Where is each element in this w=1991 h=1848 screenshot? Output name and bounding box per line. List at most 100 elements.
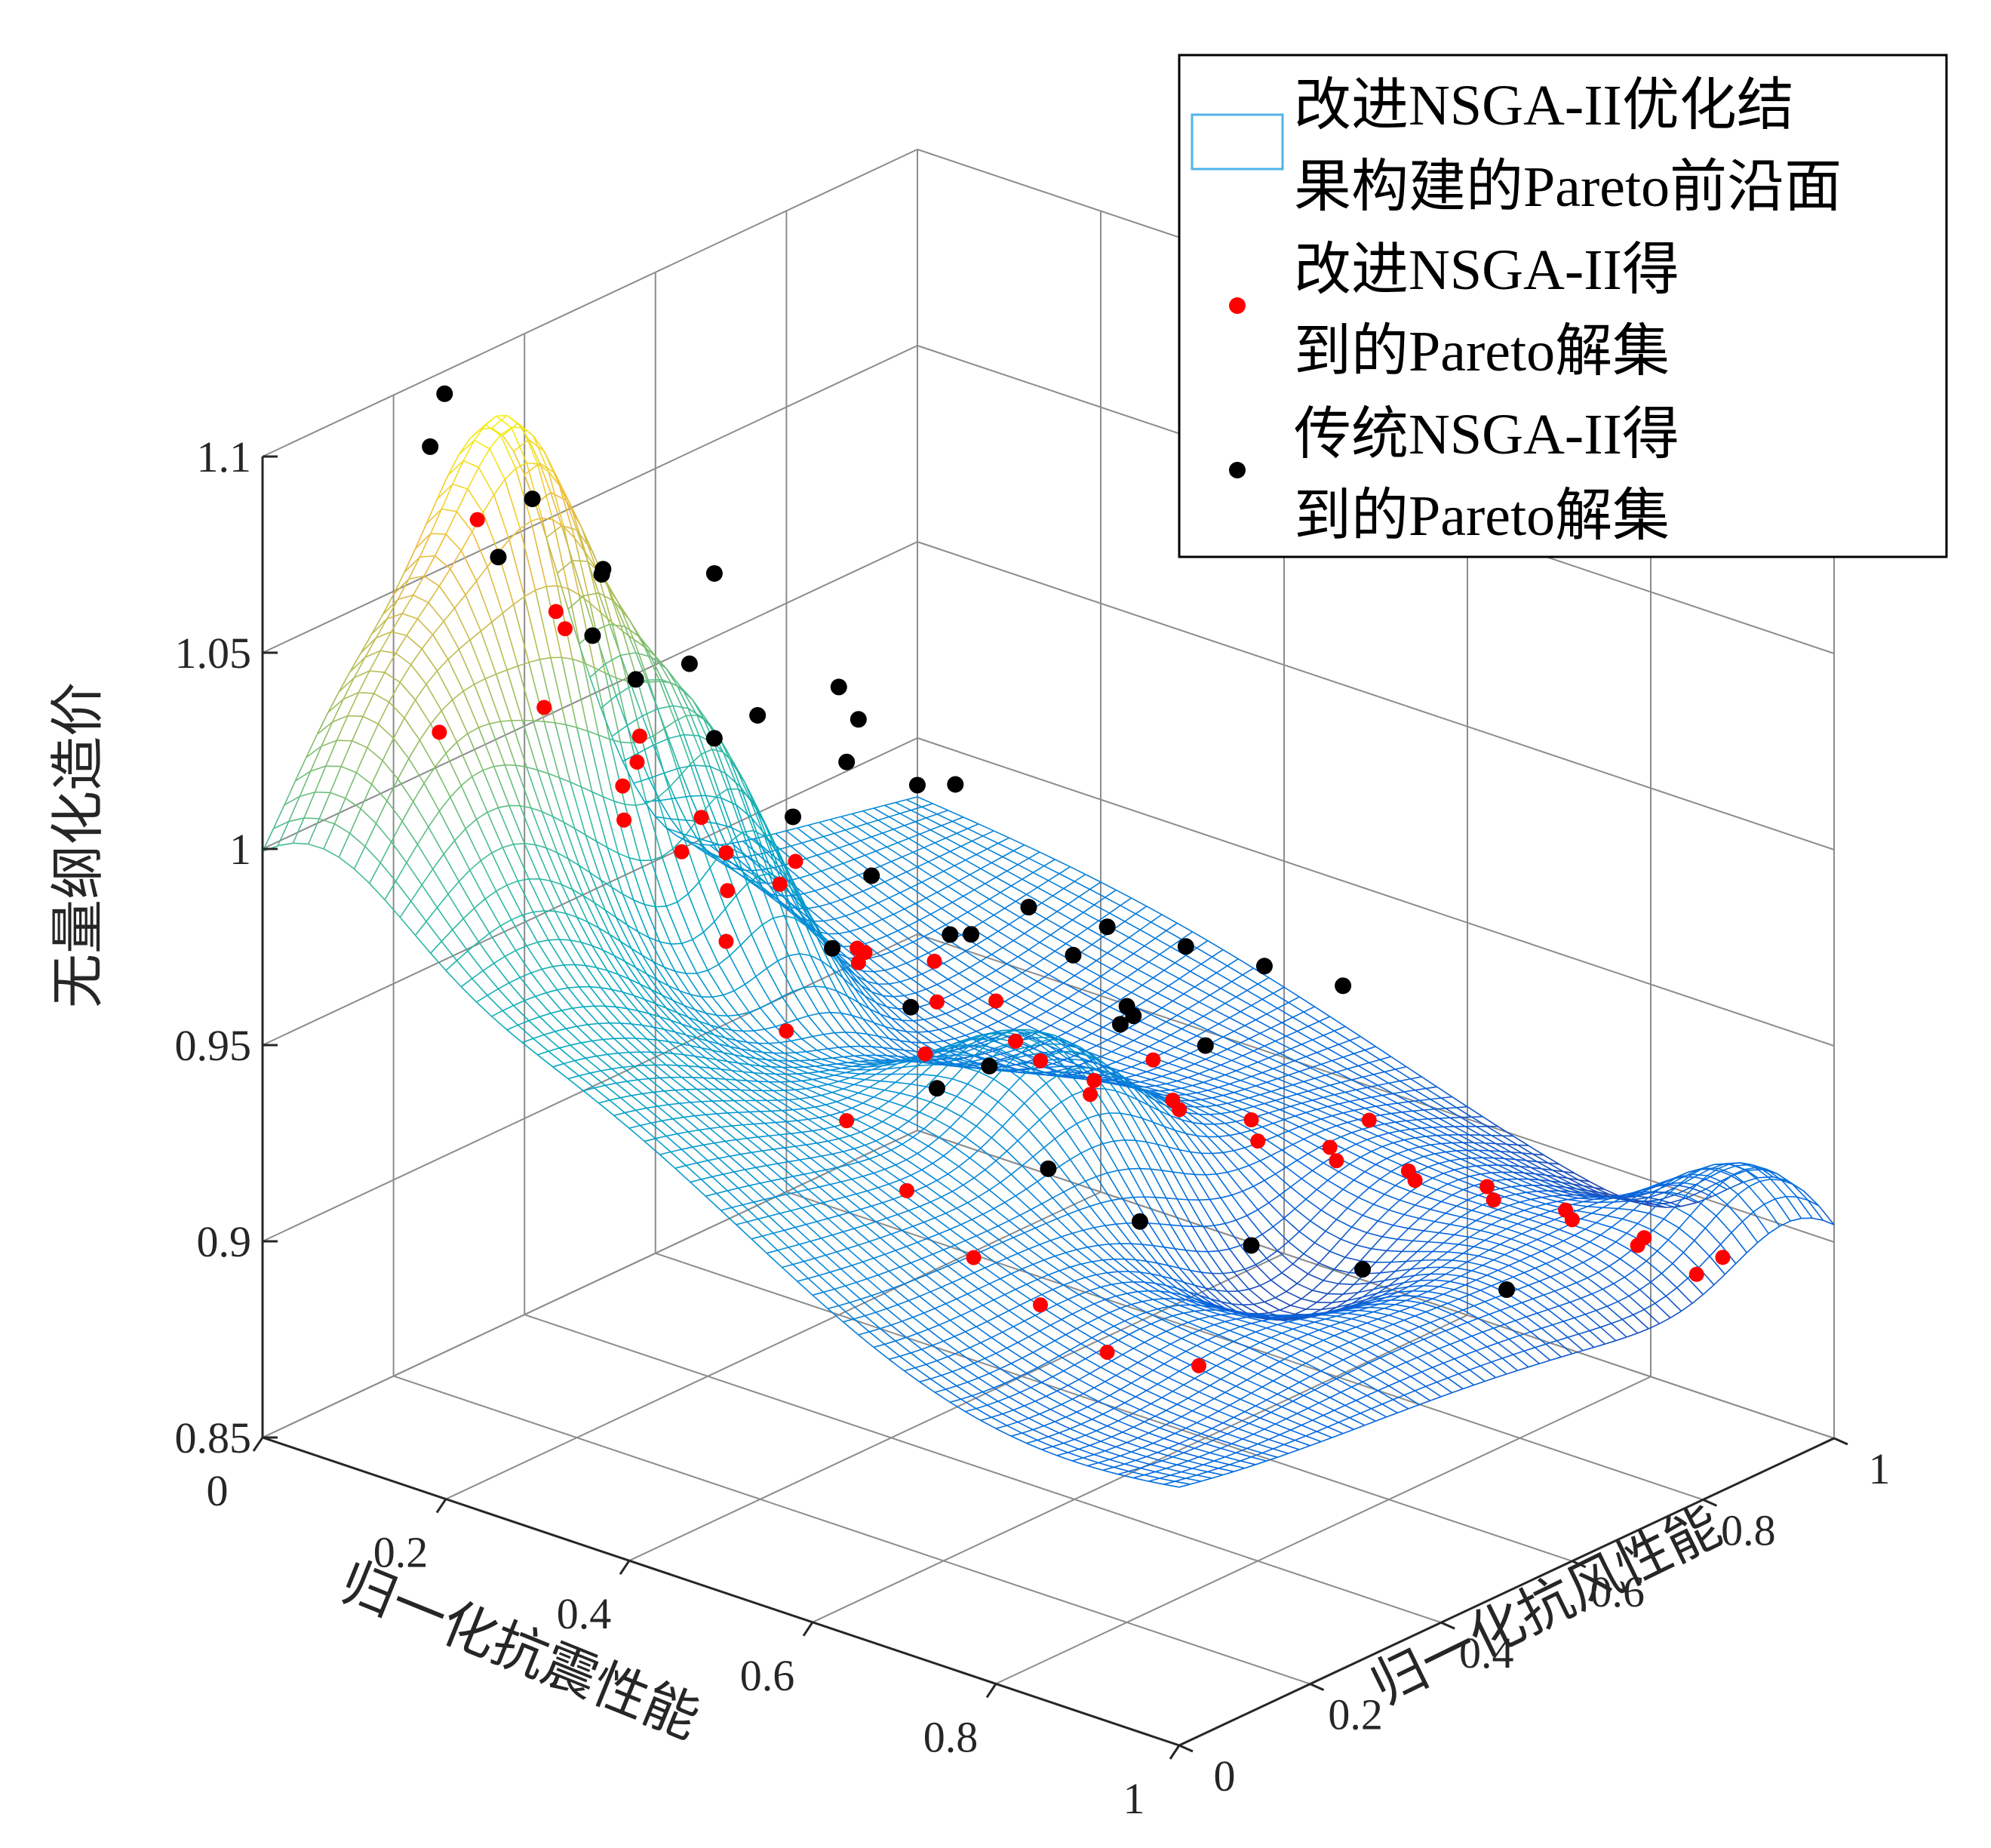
surface-mesh-u-11-20 (687, 1065, 704, 1078)
surface-mesh-u-24-51 (1303, 1324, 1320, 1331)
surface-mesh-u-58-42 (1537, 1161, 1553, 1171)
surface-mesh-v-5-0 (338, 832, 351, 858)
surface-mesh-v-19-12 (684, 1053, 695, 1057)
surface-mesh-u-49-43 (1454, 1169, 1470, 1177)
surface-mesh-u-56-17 (1132, 953, 1150, 963)
surface-mesh-u-47-39 (1371, 1151, 1387, 1159)
surface-mesh-u-10-52 (1166, 1410, 1182, 1418)
surface-mesh-v-16-58 (1139, 921, 1151, 930)
surface-mesh-u-6-51 (1107, 1425, 1123, 1433)
surface-mesh-v-1-44 (757, 851, 770, 856)
surface-mesh-u-57-28 (1312, 1039, 1329, 1050)
surface-mesh-u-7-26 (736, 1139, 752, 1153)
surface-mesh-u-45-50 (1517, 1223, 1534, 1230)
surface-mesh-u-0-28 (690, 1181, 706, 1197)
surface-mesh-u-60-54 (1742, 1177, 1758, 1183)
surface-mesh-u-60-23 (1268, 976, 1285, 988)
surface-mesh-u-16-15 (665, 1007, 683, 1025)
surface-mesh-u-16-14 (650, 989, 667, 1009)
surface-mesh-u-22-21 (823, 1077, 839, 1082)
surface-mesh-u-0-58 (1148, 1481, 1164, 1485)
surface-mesh-u-58-8 (1017, 864, 1034, 874)
surface-mesh-u-58-12 (1078, 896, 1095, 906)
surface-mesh-v-5-7 (414, 684, 427, 701)
surface-mesh-v-1-37 (681, 833, 693, 845)
surface-mesh-u-55-21 (1183, 993, 1200, 1003)
surface-mesh-v-0-8 (349, 653, 361, 673)
surface-mesh-u-29-54 (1403, 1319, 1420, 1328)
surface-mesh-u-18-7 (565, 724, 582, 788)
surface-mesh-u-9-34 (880, 1237, 896, 1251)
surface-mesh-u-32-57 (1482, 1331, 1498, 1344)
surface-mesh-u-50-31 (1281, 1087, 1298, 1095)
surface-mesh-u-37-43 (1323, 1280, 1339, 1285)
surface-mesh-u-19-53 (1279, 1361, 1295, 1370)
surface-mesh-u-5-13 (515, 950, 532, 973)
surface-mesh-u-2-14 (497, 988, 515, 1007)
surface-mesh-u-11-17 (641, 1025, 659, 1041)
surface-mesh-u-50-38 (1388, 1132, 1405, 1141)
surface-mesh-u-14-40 (1026, 1284, 1043, 1296)
surface-mesh-u-11-29 (825, 1169, 842, 1182)
surface-mesh-v-14-27 (770, 996, 782, 1004)
surface-mesh-u-20-46 (1183, 1312, 1200, 1320)
surface-mesh-u-15-12 (609, 933, 625, 962)
surface-mesh-u-3-0 (294, 770, 312, 782)
surface-mesh-v-7-21 (598, 734, 610, 740)
surface-mesh-v-8-2 (406, 844, 419, 863)
surface-mesh-v-13-26 (744, 976, 757, 985)
surface-mesh-u-4-58 (1192, 1468, 1208, 1473)
surface-mesh-u-39-37 (1252, 1185, 1270, 1204)
surface-mesh-u-36-58 (1541, 1327, 1558, 1342)
surface-mesh-u-17-9 (585, 835, 602, 881)
surface-mesh-u-7-35 (873, 1257, 889, 1272)
surface-mesh-u-15-59 (1327, 1426, 1344, 1434)
surface-mesh-u-31-35 (1135, 1139, 1152, 1170)
surface-mesh-u-55-20 (1168, 985, 1184, 995)
surface-mesh-u-47-19 (1065, 1032, 1082, 1041)
surface-mesh-u-16-34 (956, 1207, 972, 1220)
surface-mesh-u-15-17 (685, 1034, 702, 1049)
surface-mesh-u-36-36 (1205, 1174, 1221, 1198)
surface-mesh-u-14-35 (949, 1228, 966, 1241)
surface-mesh-u-59-17 (1166, 930, 1182, 940)
surface-mesh-u-0-19 (552, 1066, 569, 1080)
surface-mesh-u-8-1 (364, 650, 381, 658)
surface-mesh-v-13-23 (711, 994, 724, 998)
surface-mesh-u-50-55 (1648, 1213, 1664, 1220)
surface-mesh-u-10-58 (1257, 1443, 1274, 1450)
surface-mesh-u-14-33 (919, 1206, 936, 1219)
surface-mesh-u-34-54 (1458, 1298, 1474, 1307)
surface-mesh-u-2-40 (895, 1340, 911, 1354)
surface-mesh-v-4-5 (377, 702, 390, 724)
surface-mesh-u-51-34 (1338, 1103, 1354, 1112)
surface-mesh-u-20-30 (939, 1136, 955, 1148)
surface-mesh-u-13-30 (862, 1176, 879, 1188)
surface-mesh-u-50-7 (914, 902, 931, 915)
surface-mesh-u-18-59 (1360, 1413, 1376, 1422)
surface-mesh-u-6-9 (465, 829, 482, 861)
surface-mesh-v-14-44 (956, 1003, 968, 1010)
surface-mesh-v-2-57 (914, 817, 926, 823)
surface-mesh-u-55-26 (1259, 1032, 1276, 1042)
surface-mesh-u-26-4 (607, 586, 624, 632)
surface-mesh-u-20-36 (1030, 1209, 1047, 1224)
surface-mesh-u-3-8 (416, 844, 434, 870)
surface-mesh-u-8-36 (899, 1266, 916, 1281)
surface-mesh-u-25-50 (1299, 1318, 1315, 1323)
surface-mesh-u-35-37 (1209, 1199, 1226, 1224)
surface-mesh-u-34-59 (1535, 1347, 1551, 1361)
surface-mesh-v-21-27 (877, 1061, 889, 1065)
surface-mesh-v-16-35 (889, 1038, 900, 1041)
surface-mesh-v-18-9 (635, 1038, 647, 1040)
surface-mesh-u-33-14 (836, 990, 853, 1016)
surface-mesh-u-2-36 (834, 1288, 850, 1303)
surface-mesh-u-3-11 (462, 918, 480, 942)
surface-mesh-u-17-19 (738, 1062, 754, 1074)
surface-mesh-u-17-49 (1196, 1345, 1212, 1354)
surface-mesh-u-18-16 (702, 1031, 720, 1044)
surface-mesh-u-9-9 (497, 807, 515, 845)
surface-mesh-u-7-13 (536, 942, 554, 967)
surface-mesh-u-59-45 (1593, 1187, 1610, 1195)
surface-mesh-u-11-50 (1146, 1390, 1163, 1398)
